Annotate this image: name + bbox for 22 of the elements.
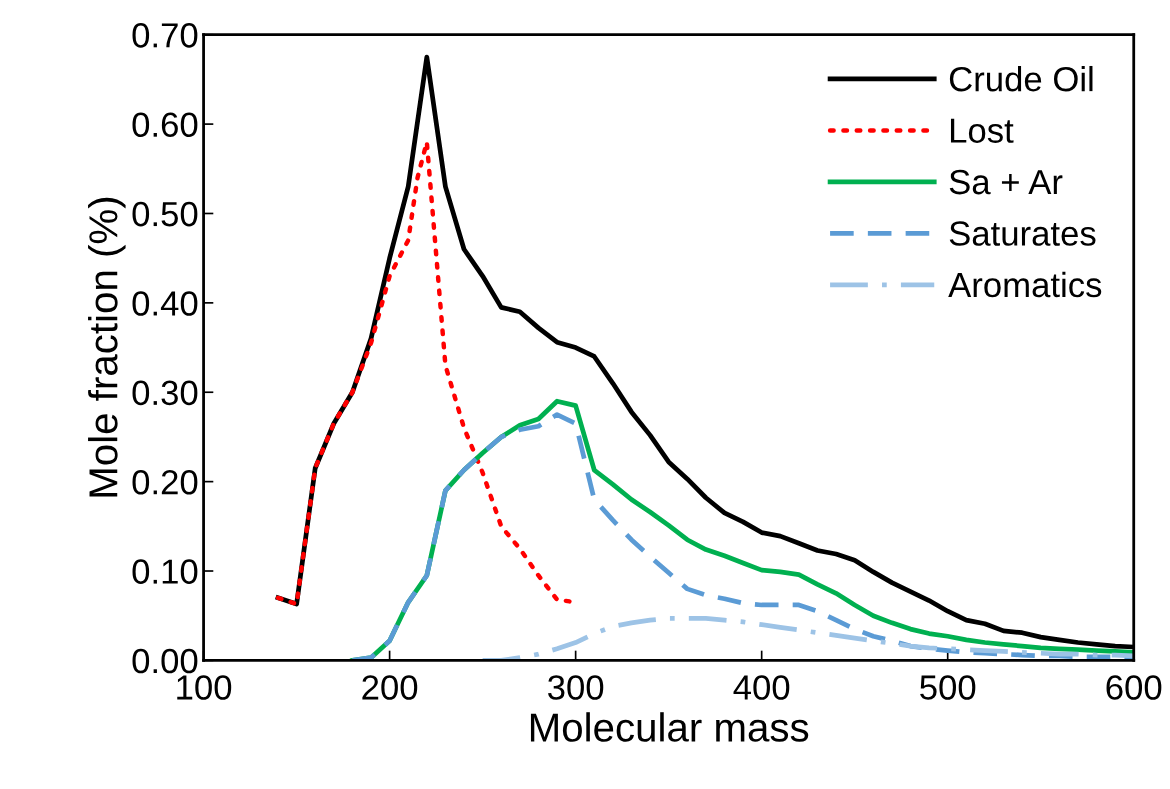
legend-label: Lost	[950, 118, 1014, 143]
y-tick-label: 0.60	[132, 112, 198, 138]
y-tick-label: 0.40	[132, 291, 198, 316]
legend-label: Sa + Ar	[949, 169, 1063, 195]
legend-label: Crude Oil	[949, 65, 1093, 92]
x-axis-title: Molecular mass	[530, 712, 809, 742]
y-tick-label: 0.00	[132, 648, 198, 674]
x-tick-label: 600	[1106, 675, 1162, 700]
legend-label: Saturates	[949, 221, 1096, 246]
x-tick-label: 100	[177, 675, 232, 700]
legend-label: Aromatics	[948, 271, 1102, 298]
y-axis-title: Mole fraction (%)	[88, 197, 126, 497]
x-tick-label: 200	[362, 675, 418, 700]
y-tick-label: 0.50	[132, 201, 198, 227]
x-tick-label: 300	[548, 675, 604, 700]
y-tick-label: 0.20	[132, 469, 198, 495]
y-tick-label: 0.70	[132, 23, 198, 48]
y-tick-label: 0.10	[132, 559, 198, 584]
y-tick-label: 0.30	[132, 380, 198, 406]
x-tick-label: 400	[733, 675, 790, 700]
x-tick-label: 500	[920, 675, 976, 700]
line-series	[480, 616, 1134, 661]
